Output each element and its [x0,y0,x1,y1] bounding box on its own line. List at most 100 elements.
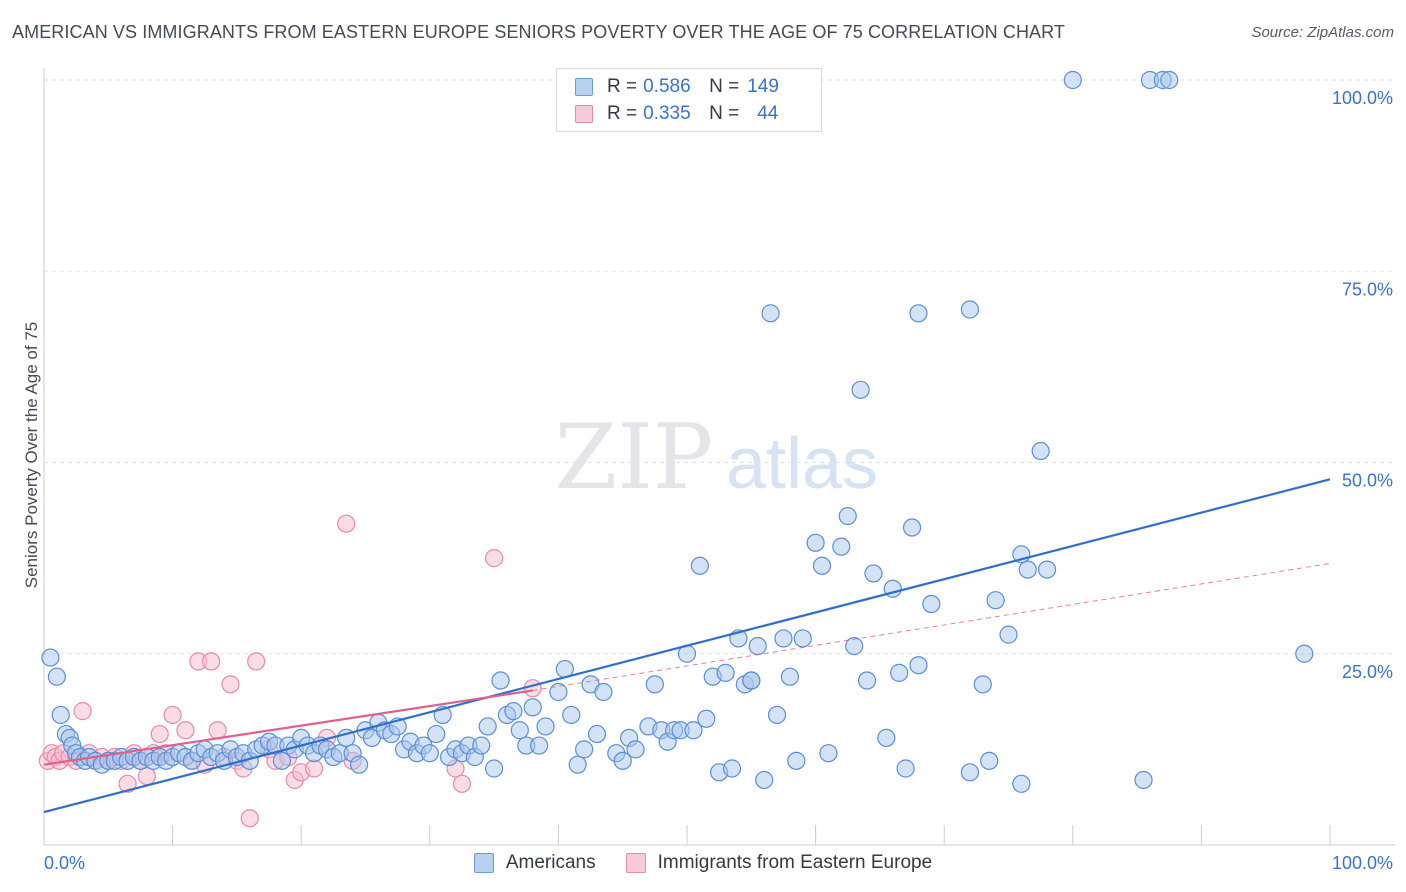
point-americans [960,763,980,782]
point-americans [420,744,439,763]
x-tick-label: 0.0% [44,853,85,873]
point-americans [793,629,812,648]
point-americans [510,721,529,740]
point-americans [986,591,1005,610]
legend-n-label: N = [709,103,740,124]
bottom-legend-swatch-immigrants [625,853,646,873]
point-americans [851,380,870,399]
point-immigrants [452,774,472,793]
point-americans [909,304,928,323]
x-tick-labels: 0.0% 100.0% [44,853,1393,873]
series-immigrants-points [38,514,542,828]
point-americans [51,705,70,725]
y-tick-labels: 25.0% 50.0% 75.0% 100.0% [1332,88,1393,682]
point-americans [613,751,632,770]
point-americans [530,736,549,755]
bottom-legend: Americans Immigrants from Eastern Europe [0,852,1406,874]
legend-row-immigrants: R = 0.335 N = 44 [575,102,778,126]
watermark: ZIP atlas [555,405,878,510]
point-americans [536,717,555,736]
point-americans [902,518,922,537]
legend-r-label: R = [607,76,638,97]
point-immigrants [485,549,504,568]
y-tick-label: 25.0% [1342,662,1393,682]
point-americans [787,751,806,770]
point-americans [742,671,761,690]
trend-line-americans [43,478,1331,814]
point-immigrants [176,721,195,740]
point-americans [491,671,510,690]
point-americans [812,556,832,575]
legend-n-value: 149 [747,76,779,97]
point-americans [845,636,864,656]
chart-title: AMERICAN VS IMMIGRANTS FROM EASTERN EURO… [12,22,1066,42]
bottom-legend-americans: Americans [473,852,596,874]
point-americans [1012,774,1031,793]
point-americans [684,721,703,740]
point-americans [1031,441,1050,461]
bottom-legend-label-immigrants: Immigrants from Eastern Europe [657,852,933,873]
point-americans [832,537,851,556]
point-americans [980,751,999,770]
point-americans [877,728,896,748]
point-immigrants [304,759,324,778]
point-americans [838,506,857,526]
point-americans [427,724,446,744]
point-americans [909,656,928,675]
point-immigrants [118,774,137,793]
point-americans [896,759,915,778]
watermark-zip: ZIP [555,405,714,510]
point-immigrants [202,652,221,671]
point-americans [594,682,613,702]
point-immigrants [137,767,156,786]
point-americans [485,759,504,778]
point-americans [1018,560,1037,579]
grid-lines [44,79,1395,655]
legend-r-value: 0.586 [643,76,691,97]
point-americans [349,755,369,774]
legend-swatch-americans [575,78,593,96]
point-americans [1160,70,1179,90]
point-americans [47,667,66,686]
point-americans [41,648,60,667]
point-americans [478,717,497,736]
point-americans [690,556,709,575]
y-tick-label: 50.0% [1342,471,1393,491]
point-americans [1063,70,1082,90]
y-axis-label: Seniors Poverty Over the Age of 75 [22,322,41,588]
point-americans [960,300,980,319]
legend: R = 0.586 N = 149 R = 0.335 N = 44 [556,68,822,132]
point-americans [568,755,587,774]
point-americans [716,663,735,682]
axes [43,68,1395,846]
point-americans [973,675,992,694]
point-immigrants [221,675,240,694]
point-americans [755,770,774,790]
point-americans [748,636,767,656]
point-immigrants [163,705,182,725]
bottom-legend-swatch-americans [473,853,494,873]
point-americans [819,744,838,763]
legend-r-label: R = [607,103,638,124]
point-americans [864,564,883,583]
point-americans [523,698,542,717]
legend-r-value: 0.335 [643,103,691,124]
point-americans [549,682,568,702]
point-americans [587,724,607,744]
point-americans [697,709,716,728]
point-americans [774,629,793,648]
trend-lines [43,478,1331,814]
watermark-atlas: atlas [726,424,878,504]
point-americans [562,705,581,725]
point-americans [1037,560,1057,579]
legend-row-americans: R = 0.586 N = 149 [575,75,779,99]
bottom-legend-label-americans: Americans [505,852,596,873]
point-americans [857,671,877,690]
legend-n-label: N = [709,76,740,97]
source-label: Source: ZipAtlas.com [1251,24,1394,41]
point-americans [626,740,645,759]
point-americans [890,663,909,682]
point-americans [504,702,523,721]
point-americans [575,740,594,759]
